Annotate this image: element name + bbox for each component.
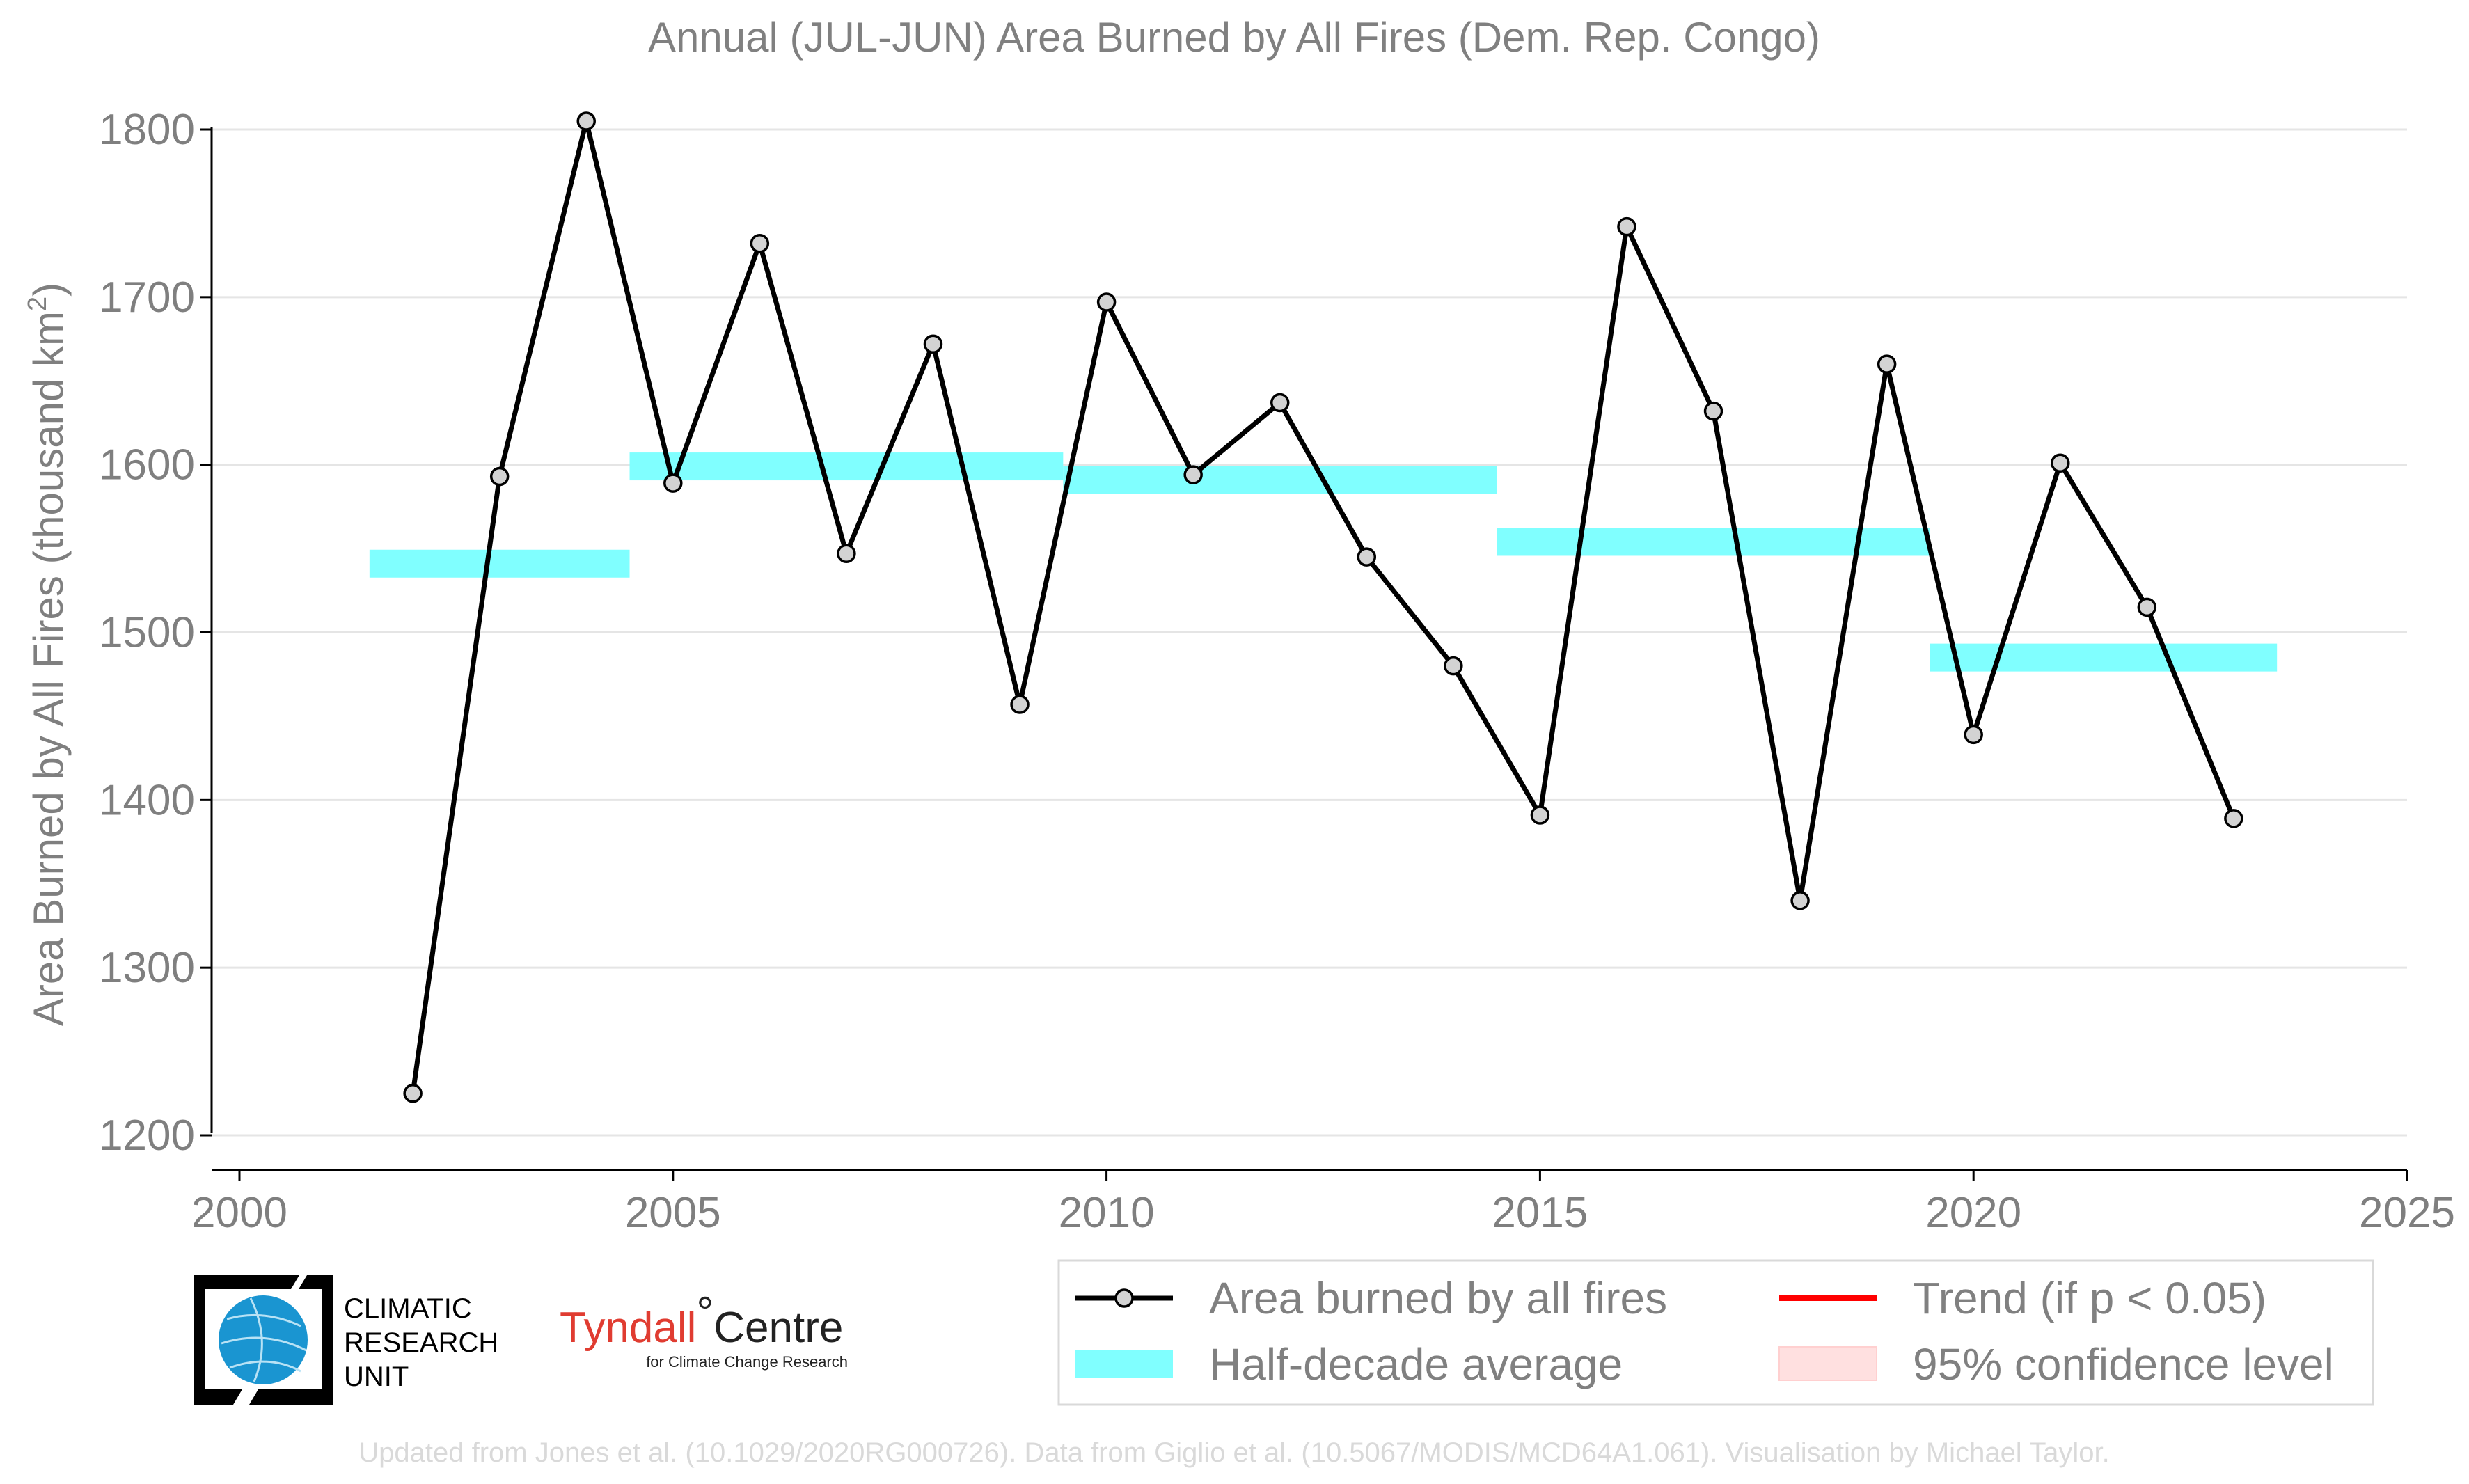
legend-swatch-confidence	[1778, 1346, 1877, 1381]
data-point-2008	[923, 334, 943, 354]
y-tick-label-1800: 1800	[99, 106, 195, 154]
cru-globe-icon	[219, 1295, 308, 1384]
cru-logo-frame-left	[194, 1275, 299, 1405]
data-point-2011	[1183, 465, 1203, 484]
legend-swatch-series-marker	[1114, 1288, 1134, 1308]
series-points	[403, 111, 2243, 1103]
half-decade-band-1	[369, 549, 630, 578]
x-tick-label-2005: 2005	[625, 1189, 721, 1237]
half-decade-band-2	[629, 452, 1064, 481]
y-axis-label-close: )	[25, 283, 72, 297]
data-point-2002	[403, 1084, 423, 1103]
half-decade-band-5	[1930, 643, 2278, 672]
y-tick-label-1500: 1500	[99, 609, 195, 657]
credit-text: Updated from Jones et al. (10.1029/2020R…	[358, 1437, 2109, 1468]
x-ticks: 2000 2005 2010 2015 2020 2025	[191, 1170, 2455, 1237]
y-axis-label-main: Area Burned by All Fires (thousand km	[25, 311, 72, 1026]
data-point-2018	[1790, 891, 1810, 910]
legend-label-series: Area burned by all fires	[1209, 1273, 1667, 1323]
legend-label-trend: Trend (if p < 0.05)	[1913, 1273, 2266, 1323]
data-point-2012	[1270, 393, 1290, 413]
tyndall-logo-wordmark: Tyndall°Centre	[560, 1288, 843, 1352]
data-point-2023	[2224, 809, 2243, 828]
legend-label-half-decade: Half-decade average	[1209, 1339, 1623, 1389]
y-axis-label: Area Burned by All Fires (thousand km2)	[23, 283, 72, 1026]
y-tick-label-1200: 1200	[99, 1112, 195, 1160]
legend-label-confidence: 95% confidence level	[1913, 1339, 2334, 1389]
data-point-2022	[2137, 597, 2157, 617]
data-point-2021	[2051, 453, 2070, 473]
data-point-2019	[1877, 354, 1897, 374]
x-tick-label-2025: 2025	[2359, 1189, 2455, 1237]
x-tick-label-2000: 2000	[191, 1189, 287, 1237]
cru-logo-frame-right	[249, 1275, 333, 1405]
data-point-2017	[1703, 401, 1723, 421]
cru-logo-line-3: UNIT	[344, 1361, 409, 1392]
legend: Area burned by all fires Trend (if p < 0…	[1057, 1259, 2374, 1406]
data-point-2013	[1357, 547, 1377, 567]
cru-logo-line-2: RESEARCH	[344, 1327, 498, 1358]
data-point-2016	[1617, 216, 1636, 237]
tyndall-logo-centre: Centre	[713, 1304, 843, 1352]
tyndall-logo: Tyndall°Centre for Climate Change Resear…	[560, 1288, 848, 1371]
data-point-2004	[576, 111, 596, 131]
legend-box	[1057, 1259, 2374, 1406]
cru-logo: CLIMATIC RESEARCH UNIT	[194, 1275, 498, 1405]
cru-globe-lines	[221, 1297, 307, 1382]
series-line-area-burned	[410, 118, 2237, 1094]
tyndall-logo-subtitle: for Climate Change Research	[646, 1353, 848, 1371]
half-decade-average-bands	[369, 452, 2278, 672]
y-tick-label-1600: 1600	[99, 441, 195, 489]
data-point-2009	[1010, 695, 1030, 714]
y-tick-label-1700: 1700	[99, 274, 195, 322]
y-ticks: 1200 1300 1400 1500 1600 1700 1800	[99, 106, 212, 1160]
tyndall-logo-tyndall: Tyndall	[560, 1304, 696, 1352]
data-point-2007	[837, 544, 856, 564]
x-tick-label-2010: 2010	[1059, 1189, 1155, 1237]
tyndall-logo-degree: °	[696, 1288, 713, 1336]
legend-swatch-half-decade	[1075, 1350, 1173, 1378]
data-point-2003	[489, 466, 510, 487]
data-point-2005	[663, 473, 683, 493]
data-point-2010	[1096, 292, 1117, 312]
half-decade-band-3	[1063, 466, 1497, 494]
half-decade-band-4	[1497, 528, 1930, 556]
chart-title: Annual (JUL-JUN) Area Burned by All Fire…	[648, 14, 1820, 61]
y-tick-label-1300: 1300	[99, 944, 195, 992]
gridlines	[212, 128, 2407, 1137]
x-tick-label-2015: 2015	[1492, 1189, 1588, 1237]
data-point-2006	[750, 234, 770, 253]
y-tick-label-1400: 1400	[99, 776, 195, 824]
data-point-2020	[1964, 725, 1983, 745]
x-tick-label-2020: 2020	[1925, 1189, 2021, 1237]
cru-logo-line-1: CLIMATIC	[344, 1293, 472, 1324]
data-point-2014	[1444, 656, 1463, 676]
data-point-2015	[1530, 805, 1550, 825]
y-axis-label-superscript: 2	[23, 297, 52, 311]
